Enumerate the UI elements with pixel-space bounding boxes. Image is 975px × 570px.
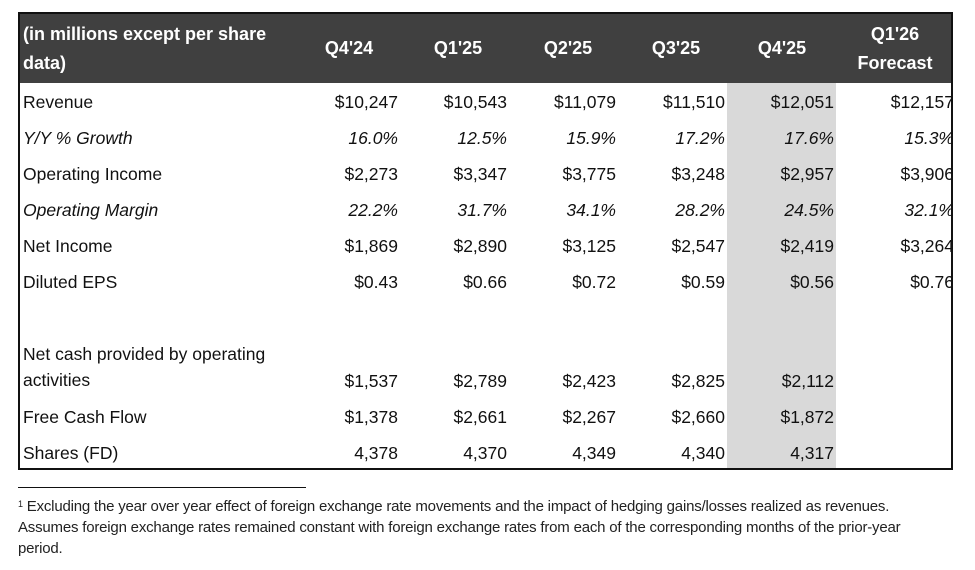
column-header-line: Q1'26 xyxy=(870,23,920,44)
row-label: Free Cash Flow xyxy=(23,407,147,427)
table-cell: 4,317 xyxy=(790,443,834,463)
table-row: Operating Income $2,273 $3,347 $3,775 $3,248… xyxy=(20,156,951,192)
table-cell: $1,872 xyxy=(780,407,834,427)
table-row: Y/Y % Growth 16.0% 12.5% 15.9% 17.2% 17.6% 15.… xyxy=(20,120,951,156)
table-cell: $2,547 xyxy=(671,236,725,256)
table-cell: 24.5% xyxy=(784,200,834,220)
table-cell: $10,543 xyxy=(443,92,507,112)
table-cell: 15.3% xyxy=(904,128,953,148)
column-header: Q4'24 xyxy=(289,14,409,83)
highlighted-column-q4-25 xyxy=(727,82,836,468)
column-header-line: Q4'25 xyxy=(757,38,807,58)
table-cell: $2,419 xyxy=(780,236,834,256)
table-cell: $3,264 xyxy=(900,236,953,256)
footnote-rule xyxy=(18,487,306,488)
table-cell: $11,510 xyxy=(663,92,725,112)
table-cell: 31.7% xyxy=(457,200,507,220)
footnote: 1 Excluding the year over year effect of… xyxy=(18,496,948,559)
table-cell: 17.2% xyxy=(675,128,725,148)
table-cell: $2,825 xyxy=(671,371,725,391)
table-cell: $2,957 xyxy=(780,164,834,184)
table-cell: $12,157 xyxy=(890,92,953,112)
table-cell: 22.2% xyxy=(348,200,398,220)
table-cell: 28.2% xyxy=(675,200,725,220)
table-header: (in millions except per share data) Q4'2… xyxy=(20,14,951,83)
table-row: Free Cash Flow $1,378 $2,661 $2,267 $2,660 $1… xyxy=(20,399,951,435)
table-cell: $2,112 xyxy=(781,371,834,391)
table-cell: $2,660 xyxy=(671,407,725,427)
column-header-line: Q1'25 xyxy=(433,38,483,58)
table-cell: $2,273 xyxy=(344,164,398,184)
row-label: Revenue xyxy=(23,92,94,112)
table-cell: $1,869 xyxy=(344,236,398,256)
table-cell: 17.6% xyxy=(784,128,834,148)
row-label: Net Income xyxy=(23,236,113,256)
column-header: Q4'25 xyxy=(722,14,842,83)
table-cell: $3,347 xyxy=(453,164,507,184)
table-cell: 12.5% xyxy=(457,128,507,148)
column-header-line: Q2'25 xyxy=(543,38,593,58)
financial-summary-table: (in millions except per share data) Q4'2… xyxy=(18,12,953,470)
table-cell: 32.1% xyxy=(904,200,953,220)
table-cell: 15.9% xyxy=(566,128,616,148)
row-label: Operating Income xyxy=(23,164,163,184)
table-cell: $3,125 xyxy=(562,236,616,256)
corner-label: (in millions except per share data) xyxy=(23,24,267,73)
row-label-line: Net cash provided by operating xyxy=(23,344,266,364)
table-cell: $0.43 xyxy=(354,272,398,292)
table-cell: $1,378 xyxy=(344,407,398,427)
table-row: Net cash provided by operating activities… xyxy=(20,344,951,399)
row-label-line: activities xyxy=(23,370,91,390)
column-header-line: Q3'25 xyxy=(651,38,701,58)
table-cell: $0.72 xyxy=(572,272,616,292)
table-cell: 16.0% xyxy=(348,128,398,148)
column-header: Q3'25 xyxy=(616,14,736,83)
table-cell: $0.59 xyxy=(681,272,725,292)
table-row: Net Income $1,869 $2,890 $3,125 $2,547 $2,419… xyxy=(20,228,951,264)
column-header-line: Q4'24 xyxy=(324,38,374,58)
table-cell: 4,370 xyxy=(463,443,507,463)
table-cell: $0.56 xyxy=(790,272,834,292)
table-cell: $2,789 xyxy=(453,371,507,391)
table-cell: $3,906 xyxy=(900,164,953,184)
column-header-line: Forecast xyxy=(857,52,933,73)
row-label: Operating Margin xyxy=(23,200,159,220)
row-label: Y/Y % Growth xyxy=(23,128,133,148)
footnote-text: Excluding the year over year effect of f… xyxy=(18,498,901,557)
column-header: Q1'25 xyxy=(398,14,518,83)
table-row: Shares (FD) 4,378 4,370 4,349 4,340 4,317 xyxy=(20,435,951,468)
table-cell: $11,079 xyxy=(554,92,616,112)
table-cell: $2,890 xyxy=(453,236,507,256)
table-cell: 4,340 xyxy=(681,443,725,463)
table-cell: $3,248 xyxy=(671,164,725,184)
table-cell: $2,423 xyxy=(562,371,616,391)
table-cell: 34.1% xyxy=(566,200,616,220)
table-cell: $12,051 xyxy=(770,92,834,112)
table-cell: $3,775 xyxy=(562,164,616,184)
table-cell: $0.76 xyxy=(910,272,953,292)
table-cell: 4,349 xyxy=(572,443,616,463)
table-row: Revenue $10,247 $10,543 $11,079 $11,510 $12,0… xyxy=(20,84,951,120)
column-header: Q2'25 xyxy=(508,14,628,83)
table-cell: 4,378 xyxy=(354,443,398,463)
table-cell: $2,661 xyxy=(453,407,507,427)
column-header: Q1'26 Forecast xyxy=(835,14,951,83)
row-label: Diluted EPS xyxy=(23,272,118,292)
table-cell: $10,247 xyxy=(334,92,398,112)
table-cell: $2,267 xyxy=(562,407,616,427)
table-row: Diluted EPS $0.43 $0.66 $0.72 $0.59 $0.56 $0.7… xyxy=(20,264,951,300)
row-label: Shares (FD) xyxy=(23,443,119,463)
footnote-marker: 1 xyxy=(18,499,23,509)
table-cell: $1,537 xyxy=(344,371,398,391)
table-row: Operating Margin 22.2% 31.7% 34.1% 28.2% 24.5… xyxy=(20,192,951,228)
table-cell: $0.66 xyxy=(463,272,507,292)
